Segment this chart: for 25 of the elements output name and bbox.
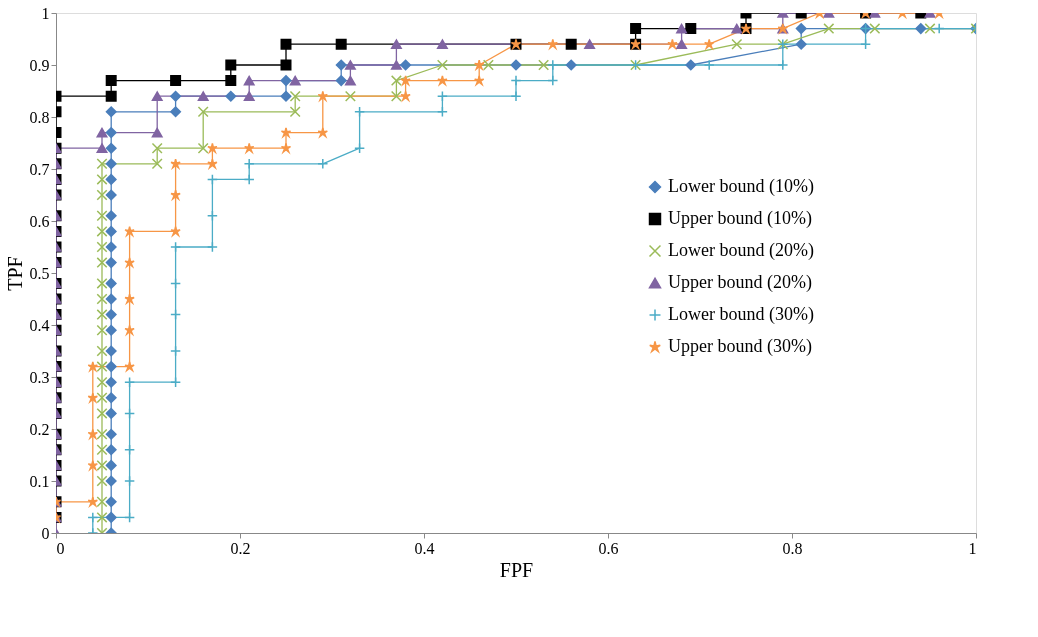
x-tick-label: 0.8 xyxy=(782,539,803,557)
y-tick-label: 0.4 xyxy=(29,316,50,334)
legend-label: Lower bound (10%) xyxy=(668,176,814,197)
legend-label: Lower bound (30%) xyxy=(668,304,814,325)
y-tick-label: 0.2 xyxy=(29,420,50,438)
y-tick-label: 0.5 xyxy=(29,264,50,282)
legend-label: Upper bound (30%) xyxy=(668,336,812,357)
x-tick-label: 0 xyxy=(56,539,65,557)
x-tick-label: 0.2 xyxy=(230,539,251,557)
legend-label: Upper bound (10%) xyxy=(668,208,812,229)
y-tick-label: 0.6 xyxy=(29,212,50,230)
y-tick-label: 0.9 xyxy=(29,56,50,74)
x-tick-label: 0.6 xyxy=(598,539,619,557)
y-tick-label: 0.7 xyxy=(29,160,50,178)
y-tick-label: 0.8 xyxy=(29,108,50,126)
y-tick-label: 0 xyxy=(41,524,50,542)
y-axis-title: TPF xyxy=(3,256,26,291)
x-tick-label: 0.4 xyxy=(414,539,435,557)
legend-label: Upper bound (20%) xyxy=(668,272,812,293)
y-tick-label: 0.1 xyxy=(29,472,50,490)
x-tick-label: 1 xyxy=(968,539,977,557)
x-axis-title: FPF xyxy=(499,558,534,581)
legend-label: Lower bound (20%) xyxy=(668,240,814,261)
y-tick-label: 1 xyxy=(41,4,50,22)
y-tick-label: 0.3 xyxy=(29,368,50,386)
